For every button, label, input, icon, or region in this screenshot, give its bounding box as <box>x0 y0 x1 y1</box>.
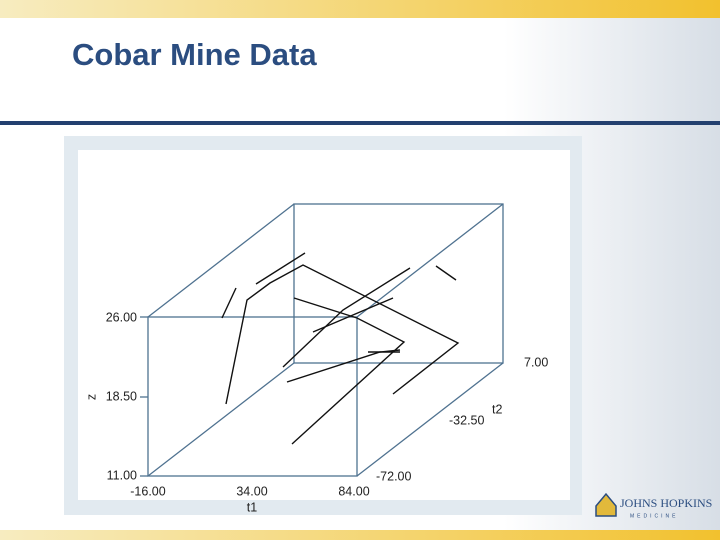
t2-tick-label: -32.50 <box>449 413 484 427</box>
segment <box>291 297 406 445</box>
logo: JOHNS HOPKINS MEDICINE <box>595 492 712 519</box>
z-tick-label: 11.00 <box>107 468 137 482</box>
segment <box>225 264 460 405</box>
t1-tick-label: -16.00 <box>130 484 165 498</box>
plot-area <box>78 150 570 500</box>
z-axis-label: z <box>84 394 98 400</box>
axis-labels: 26.00 18.50 11.00 z -16.00 34.00 84.00 t… <box>84 310 548 514</box>
logo-subtext: MEDICINE <box>630 513 678 519</box>
segment <box>282 267 411 368</box>
t2-tick-label: -72.00 <box>376 469 411 483</box>
segment <box>435 265 457 281</box>
data-lines <box>221 252 460 445</box>
t2-axis-label: t2 <box>492 402 502 416</box>
t2-tick-label: 7.00 <box>524 355 548 369</box>
logo-shield <box>595 492 617 517</box>
axis-box <box>140 203 504 477</box>
box-edge <box>356 203 504 318</box>
slide-title: Cobar Mine Data <box>72 37 317 72</box>
logo-text: JOHNS HOPKINS <box>620 496 712 510</box>
title-rule <box>0 121 720 125</box>
segment <box>221 287 237 319</box>
box-edge <box>147 362 295 477</box>
z-tick-label: 18.50 <box>106 389 137 403</box>
segment <box>255 252 306 285</box>
top-band <box>0 0 720 18</box>
t1-tick-label: 84.00 <box>338 484 369 498</box>
box-edge <box>356 362 504 477</box>
box-edge <box>147 203 295 318</box>
z-tick-label: 26.00 <box>106 310 137 324</box>
t1-tick-label: 34.00 <box>236 484 267 498</box>
segment <box>312 297 394 333</box>
back-face <box>293 203 504 364</box>
bottom-band <box>0 530 720 540</box>
t1-axis-label: t1 <box>247 500 257 514</box>
